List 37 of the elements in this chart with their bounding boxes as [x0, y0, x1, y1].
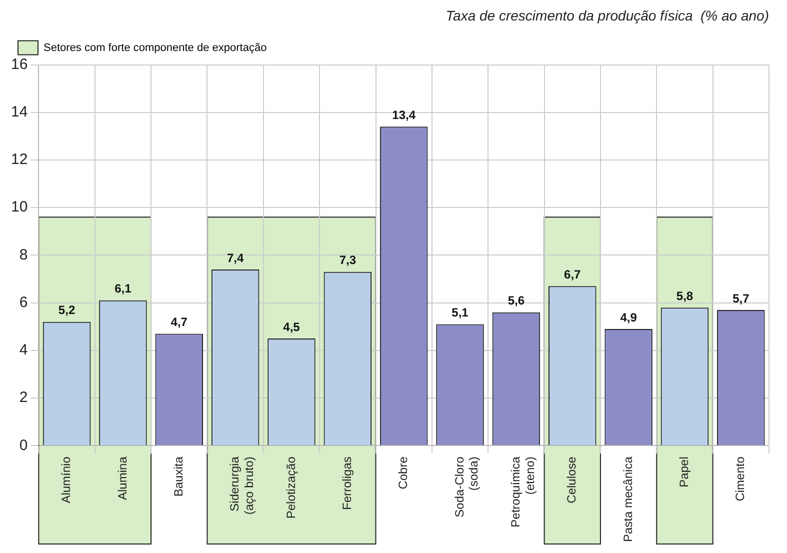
x-tick-label: Siderurgia (aço bruto) — [228, 456, 256, 515]
data-label: 5,1 — [452, 306, 469, 320]
data-label: 6,7 — [564, 267, 582, 282]
y-tick-label: 8 — [19, 246, 28, 264]
x-tick-label: Pelotização — [284, 456, 298, 519]
y-tick-label: 10 — [10, 198, 28, 216]
y-tick-label: 4 — [19, 342, 28, 359]
data-label: 13,4 — [392, 108, 416, 122]
x-tick-label: Alumina — [115, 456, 130, 500]
x-tick-label: Ferroligas — [340, 456, 354, 510]
data-label: 4,5 — [283, 320, 300, 334]
data-label: 5,2 — [58, 303, 76, 318]
data-label: 5,6 — [508, 294, 525, 308]
x-tick-label: Cobre — [396, 456, 410, 490]
data-label: 4,7 — [170, 315, 188, 330]
data-label: 7,4 — [226, 250, 244, 265]
legend-label: Setores com forte componente de exportação — [44, 42, 267, 54]
y-tick-label: 2 — [19, 389, 28, 406]
y-tick-label: 14 — [10, 104, 28, 121]
x-tick-label: Petroquímica (eteno) — [508, 456, 537, 528]
chart-title: Taxa de crescimento da produção física (% ao ano) — [446, 7, 769, 24]
data-label: 4,9 — [620, 310, 638, 324]
y-tick-label: 6 — [19, 294, 28, 311]
data-label: 5,8 — [676, 288, 694, 303]
y-tick-label: 0 — [19, 436, 28, 454]
x-tick-label: Pasta mecânica — [620, 456, 635, 542]
x-tick-label: Soda-Cloro (soda) — [452, 456, 481, 518]
y-tick-label: 16 — [10, 56, 28, 73]
x-tick-label: Papel — [677, 456, 692, 488]
data-label: 6,1 — [114, 282, 132, 296]
data-label: 7,3 — [339, 253, 356, 268]
x-tick-label: Celulose — [564, 456, 579, 504]
data-label: 5,7 — [732, 291, 750, 306]
x-tick-label: Bauxita — [171, 456, 186, 497]
y-tick-label: 12 — [10, 151, 28, 168]
x-tick-label: Alumínio — [59, 456, 74, 504]
x-tick-label: Cimento — [733, 456, 748, 502]
